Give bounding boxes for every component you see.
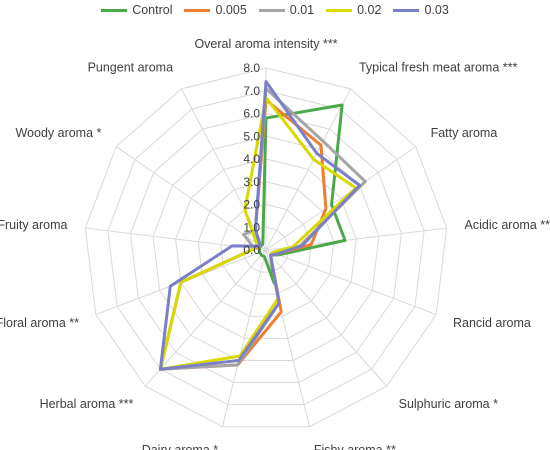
grid-spoke (144, 249, 267, 387)
grid-ring (129, 112, 403, 384)
legend-swatch-0005 (184, 8, 211, 12)
tick-label: 7.0 (243, 84, 260, 98)
axis-label: Dairy aroma * (142, 443, 219, 450)
legend-label-control: Control (132, 3, 173, 17)
legend-item-001: 0.01 (258, 3, 315, 17)
axis-label: Fatty aroma (431, 126, 498, 140)
legend-item-control: Control (101, 3, 172, 17)
axis-label: Rancid aroma (453, 316, 531, 330)
axis-label: Typical fresh meat aroma *** (359, 61, 518, 75)
legend-swatch-002 (326, 8, 353, 12)
grid-spoke (180, 88, 267, 251)
legend-label-0005: 0.005 (215, 3, 247, 17)
tick-label: 6.0 (243, 107, 260, 121)
radar-tick-labels: 0.0 1.0 2.0 3.0 4.0 5.0 6.0 7.0 8.0 (243, 61, 260, 257)
legend-label-003: 0.03 (424, 3, 449, 17)
grid-ring (220, 203, 312, 295)
tick-label: 2.0 (243, 198, 260, 212)
axis-label: Overal aroma intensity *** (194, 37, 337, 51)
tick-label: 1.0 (243, 220, 260, 234)
series-line-0.03 (158, 80, 362, 371)
grid-ring (152, 135, 380, 361)
series-line-0.02 (158, 96, 358, 371)
tick-label: 3.0 (243, 175, 260, 189)
grid-spoke (265, 88, 352, 251)
legend-label-001: 0.01 (289, 3, 315, 17)
radar-axis-labels: Overal aroma intensity *** Typical fresh … (0, 37, 550, 450)
axis-label: Fishy aroma ** (314, 443, 396, 450)
grid-spoke (221, 249, 267, 427)
axis-label: Woody aroma * (15, 126, 101, 140)
axis-label: Floral aroma ** (0, 316, 79, 330)
legend-swatch-control (101, 8, 128, 12)
legend-swatch-001 (258, 8, 285, 12)
legend-swatch-003 (393, 8, 420, 12)
axis-label: Herbal aroma *** (40, 397, 134, 411)
tick-label: 4.0 (243, 152, 260, 166)
grid-spoke (265, 146, 417, 251)
grid-spoke (265, 249, 388, 387)
tick-label: 5.0 (243, 129, 260, 143)
legend-item-002: 0.02 (326, 3, 381, 17)
grid-spoke (115, 146, 267, 251)
axis-label: Acidic aroma ** (465, 218, 550, 232)
tick-label: 0.0 (243, 243, 260, 257)
grid-ring (175, 158, 357, 339)
legend-item-0005: 0.005 (184, 3, 247, 17)
grid-ring (84, 67, 448, 428)
axis-label: Pungent aroma (88, 61, 174, 75)
legend-item-003: 0.03 (393, 3, 449, 17)
grid-ring (107, 90, 425, 406)
tick-label: 8.0 (243, 61, 260, 75)
grid-spoke (265, 249, 437, 316)
axis-label: Sulphuric aroma * (399, 397, 498, 411)
legend: Control 0.005 0.01 0.02 0.03 (0, 3, 550, 17)
legend-label-002: 0.02 (357, 3, 382, 17)
axis-label: Fruity aroma (0, 218, 68, 232)
radar-series-group (158, 80, 367, 371)
